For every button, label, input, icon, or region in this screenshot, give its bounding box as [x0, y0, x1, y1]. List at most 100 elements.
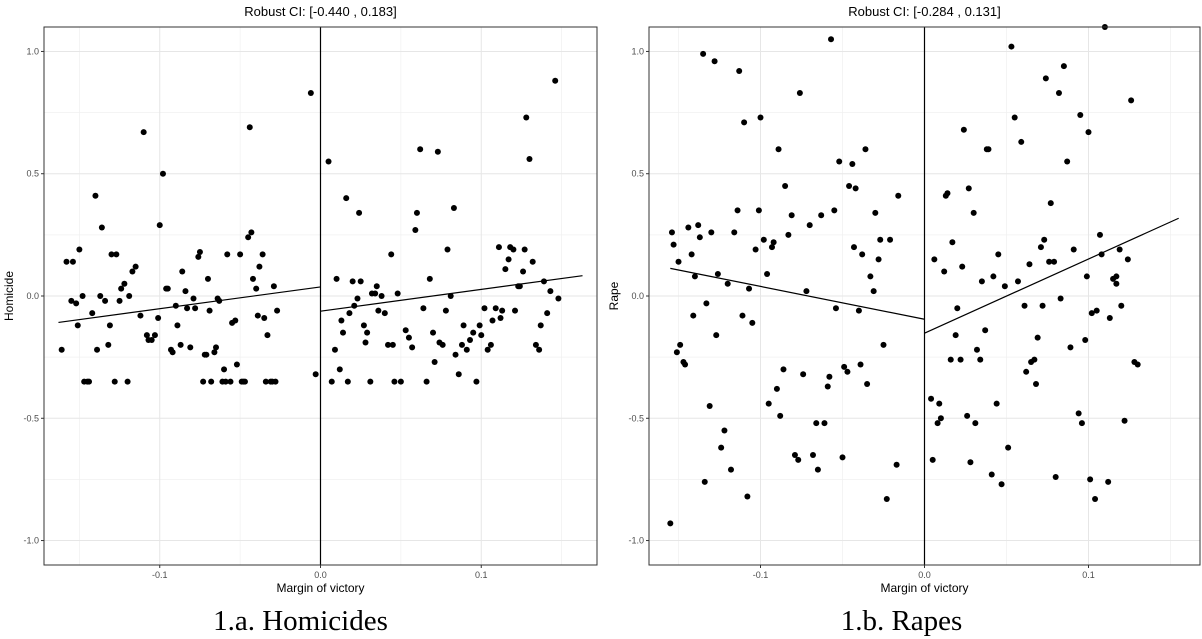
data-point — [1026, 261, 1033, 268]
y-tick-label: 0.5 — [631, 169, 644, 179]
data-point — [806, 222, 813, 229]
data-point — [667, 520, 674, 527]
data-point — [673, 349, 680, 356]
data-point — [1077, 112, 1084, 119]
data-point — [402, 327, 409, 334]
data-point — [691, 273, 698, 280]
data-point — [463, 346, 470, 353]
caption-homicides: 1.a. Homicides — [213, 605, 388, 637]
data-point — [973, 346, 980, 353]
data-point — [232, 317, 239, 324]
data-point — [1105, 478, 1112, 485]
data-point — [1134, 361, 1141, 368]
data-point — [775, 146, 782, 153]
data-point — [340, 329, 347, 336]
chart-title: Robust CI: [-0.440 , 0.183] — [244, 4, 396, 19]
data-point — [796, 90, 803, 97]
data-point — [1014, 278, 1021, 285]
data-point — [809, 451, 816, 458]
x-axis-label: Margin of victory — [880, 581, 968, 595]
data-point — [1052, 473, 1059, 480]
data-point — [690, 312, 697, 319]
data-point — [343, 195, 350, 202]
data-point — [685, 224, 692, 231]
y-tick-label: 0.5 — [26, 169, 39, 179]
data-point — [832, 305, 839, 312]
data-point — [190, 295, 197, 302]
data-point — [373, 283, 380, 290]
data-point — [467, 337, 474, 344]
data-point — [79, 293, 86, 299]
data-point — [988, 471, 995, 478]
data-point — [262, 378, 269, 385]
data-point — [211, 349, 218, 356]
data-point — [696, 234, 703, 241]
x-tick-label: 0.1 — [475, 570, 488, 580]
data-point — [895, 192, 902, 199]
data-point — [155, 315, 162, 322]
data-point — [1046, 258, 1053, 265]
data-point — [331, 346, 338, 353]
data-point — [1070, 246, 1077, 253]
data-point — [481, 305, 488, 312]
data-point — [389, 341, 396, 348]
data-point — [1121, 417, 1128, 424]
fit-line — [320, 275, 583, 312]
data-point — [1051, 258, 1058, 265]
data-point — [512, 307, 519, 314]
data-point — [721, 427, 728, 434]
data-point — [867, 273, 874, 280]
data-point — [92, 192, 99, 199]
y-axis-label: Rape — [607, 281, 621, 310]
x-tick-label: 0.0 — [314, 570, 327, 580]
data-point — [261, 315, 268, 322]
data-point — [977, 356, 984, 363]
data-point — [1128, 97, 1135, 104]
data-point — [965, 185, 972, 192]
data-point — [844, 368, 851, 375]
data-point — [734, 207, 741, 214]
data-point — [1067, 344, 1074, 351]
data-point — [760, 236, 767, 243]
data-point — [1057, 295, 1064, 302]
data-point — [777, 412, 784, 419]
data-point — [312, 371, 319, 378]
data-point — [362, 339, 369, 346]
x-tick-label: 0.1 — [1082, 570, 1095, 580]
data-point — [391, 378, 398, 385]
data-point — [169, 349, 176, 356]
data-point — [177, 341, 184, 348]
data-point — [476, 322, 483, 329]
y-tick-label: 0.0 — [26, 291, 39, 301]
data-point — [213, 344, 220, 351]
data-point — [405, 334, 412, 341]
data-point — [137, 312, 144, 319]
data-point — [499, 307, 506, 314]
data-point — [63, 258, 70, 265]
data-point — [893, 461, 900, 468]
data-point — [703, 300, 710, 307]
data-point — [1113, 273, 1120, 280]
data-point — [86, 378, 93, 385]
data-point — [385, 341, 392, 348]
data-point — [800, 371, 807, 378]
data-point — [708, 229, 715, 236]
data-point — [836, 158, 843, 165]
data-point — [360, 322, 367, 329]
data-point — [757, 114, 764, 121]
data-point — [1088, 310, 1095, 317]
data-point — [413, 209, 420, 216]
data-point — [430, 329, 437, 336]
data-point — [192, 305, 199, 312]
data-point — [357, 278, 364, 285]
data-point — [505, 256, 512, 263]
data-point — [140, 129, 147, 136]
data-point — [985, 146, 992, 153]
data-point — [73, 300, 80, 307]
data-point — [497, 315, 504, 322]
data-point — [1078, 420, 1085, 427]
data-point — [536, 346, 543, 353]
data-point — [354, 295, 361, 302]
data-point — [780, 366, 787, 373]
data-point — [839, 454, 846, 461]
